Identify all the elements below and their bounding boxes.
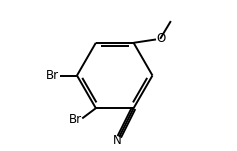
Text: N: N <box>113 134 122 147</box>
Text: Br: Br <box>46 69 59 82</box>
Text: Br: Br <box>68 113 82 126</box>
Text: O: O <box>157 32 166 45</box>
